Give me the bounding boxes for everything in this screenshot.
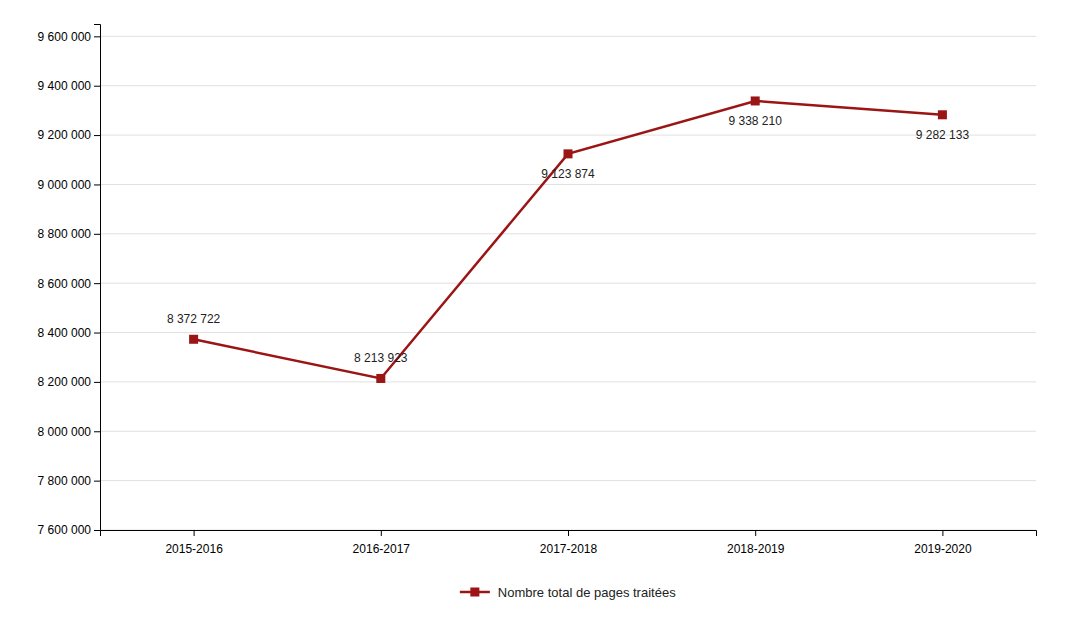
tick-label: 9 400 000: [38, 79, 92, 93]
tick-label: 2015-2016: [165, 542, 223, 556]
grid-line: [100, 135, 1036, 136]
marker: [189, 335, 198, 344]
legend-label: Nombre total de pages traitées: [498, 585, 676, 600]
tick: 8 400 000: [38, 326, 100, 340]
tick: 9 000 000: [38, 178, 100, 192]
x-axis: 2015-2016 2016-2017 2017-2018 2018-2019 2019…: [101, 530, 1037, 556]
tick-mark: [568, 530, 569, 536]
tick-label: 8 000 000: [38, 425, 92, 439]
tick-label: 9 000 000: [38, 178, 92, 192]
plot: 7 600 000 7 800 000 8 000 000 8 200 000 8 40…: [38, 25, 1037, 557]
tick-label: 8 600 000: [38, 277, 92, 291]
tick-mark: [94, 283, 100, 284]
tick: 2018-2019: [727, 530, 785, 556]
line: [194, 101, 943, 379]
marker: [938, 110, 947, 119]
tick: 8 800 000: [38, 227, 100, 241]
tick-mark: [942, 530, 943, 536]
tick-mark: [94, 481, 100, 482]
grid-line: [100, 480, 1036, 481]
y-axis: 7 600 000 7 800 000 8 000 000 8 200 000 8 40…: [38, 25, 101, 538]
tick: 8 600 000: [38, 277, 100, 291]
tick: 7 600 000: [38, 523, 100, 537]
chart: 7 600 000 7 800 000 8 000 000 8 200 000 8 40…: [0, 0, 1068, 626]
tick-mark: [94, 530, 100, 531]
marker: [564, 149, 573, 158]
grid-line: [100, 332, 1036, 333]
tick-mark: [381, 530, 382, 536]
tick: 2015-2016: [165, 530, 223, 556]
legend-swatch: [470, 588, 479, 597]
marks: [189, 96, 947, 383]
grid-line: [100, 233, 1036, 234]
tick-mark: [755, 530, 756, 536]
axis-domain: [101, 531, 1037, 537]
tick-mark: [94, 86, 100, 87]
legend: Nombre total de pages traitées: [460, 585, 676, 600]
grid-line: [100, 381, 1036, 382]
tick-mark: [94, 184, 100, 185]
tick: 9 200 000: [38, 128, 100, 142]
tick-mark: [94, 36, 100, 37]
tick: 9 400 000: [38, 79, 100, 93]
grid-line: [100, 283, 1036, 284]
tick-label: 9 200 000: [38, 128, 92, 142]
tick: 2019-2020: [914, 530, 972, 556]
data-label: 9 123 874: [541, 167, 595, 181]
tick-label: 9 600 000: [38, 30, 92, 44]
tick-label: 2019-2020: [914, 542, 972, 556]
grid-line: [100, 36, 1036, 37]
tick-label: 2017-2018: [540, 542, 598, 556]
marker: [751, 96, 760, 105]
data-label: 9 282 133: [916, 128, 970, 142]
tick: 7 800 000: [38, 474, 100, 488]
tick: 8 000 000: [38, 425, 100, 439]
tick: 9 600 000: [38, 30, 100, 44]
tick-mark: [194, 530, 195, 536]
grid-line: [100, 184, 1036, 185]
tick-label: 2016-2017: [353, 542, 411, 556]
tick-mark: [94, 135, 100, 136]
tick-mark: [94, 234, 100, 235]
marker: [376, 374, 385, 383]
tick: 2016-2017: [353, 530, 411, 556]
tick: 2017-2018: [540, 530, 598, 556]
grid: [100, 36, 1036, 530]
data-label: 8 213 923: [354, 351, 408, 365]
tick-label: 8 800 000: [38, 227, 92, 241]
data-label: 9 338 210: [729, 114, 783, 128]
data-labels: 8 372 722 8 213 923 9 123 874 9 338 210 9 28…: [167, 114, 970, 366]
axis-domain: [94, 25, 101, 531]
tick-label: 2018-2019: [727, 542, 785, 556]
tick-mark: [94, 382, 100, 383]
tick-mark: [94, 431, 100, 432]
grid-line: [100, 431, 1036, 432]
tick: 8 200 000: [38, 375, 100, 389]
tick-mark: [94, 333, 100, 334]
legend-item: Nombre total de pages traitées: [460, 585, 676, 600]
tick-label: 8 200 000: [38, 375, 92, 389]
data-label: 8 372 722: [167, 312, 221, 326]
tick-label: 7 600 000: [38, 523, 92, 537]
tick-label: 8 400 000: [38, 326, 92, 340]
grid-line: [100, 85, 1036, 86]
tick-label: 7 800 000: [38, 474, 92, 488]
